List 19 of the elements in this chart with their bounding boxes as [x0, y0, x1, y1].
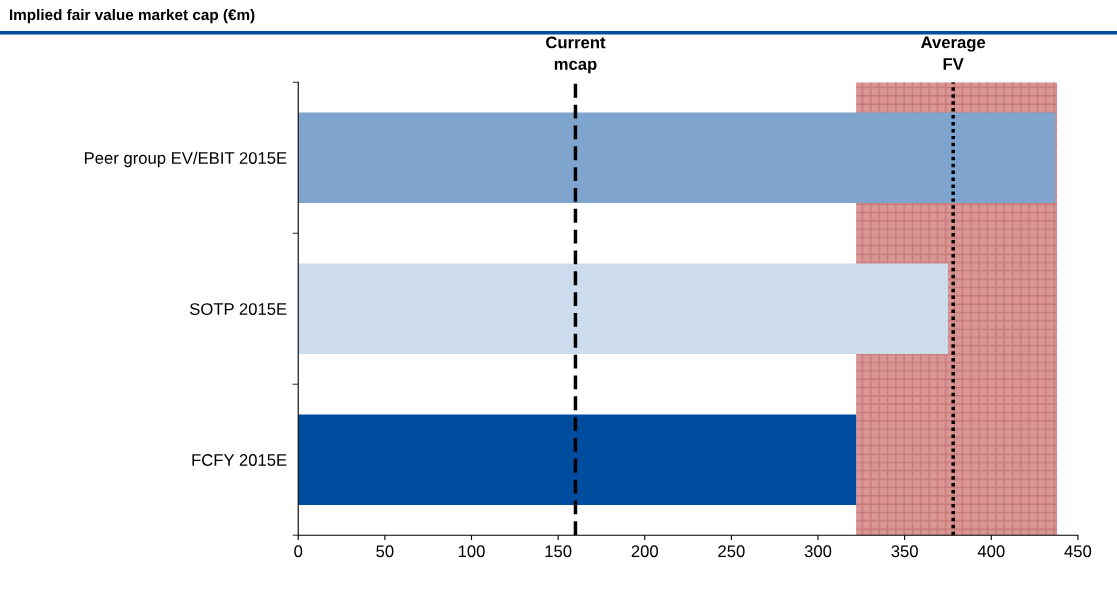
- x-tick-label: 300: [804, 545, 832, 558]
- x-tick-label: 250: [718, 545, 745, 558]
- x-tick-label: 200: [631, 545, 659, 558]
- x-tick-label: 400: [977, 545, 1005, 558]
- y-tick-label: Peer group EV/EBIT 2015E: [84, 151, 287, 168]
- x-tick-label: 0: [294, 545, 303, 558]
- y-tick-label: SOTP 2015E: [189, 303, 287, 315]
- x-tick-label: 450: [1064, 545, 1092, 558]
- bar: [298, 112, 1056, 204]
- y-tick-label: FCFY 2015E: [192, 454, 287, 466]
- x-tick-label: 50: [376, 545, 394, 558]
- ref-line-label: Current mcap: [546, 36, 606, 74]
- ref-line-label: Average FV: [921, 36, 986, 70]
- x-tick-label: 100: [458, 545, 485, 558]
- bar: [298, 414, 857, 506]
- bar: [298, 263, 948, 355]
- x-tick-label: 350: [891, 545, 918, 558]
- text: Implied fair value market cap (€m): [9, 8, 255, 24]
- x-tick-label: 150: [545, 545, 572, 558]
